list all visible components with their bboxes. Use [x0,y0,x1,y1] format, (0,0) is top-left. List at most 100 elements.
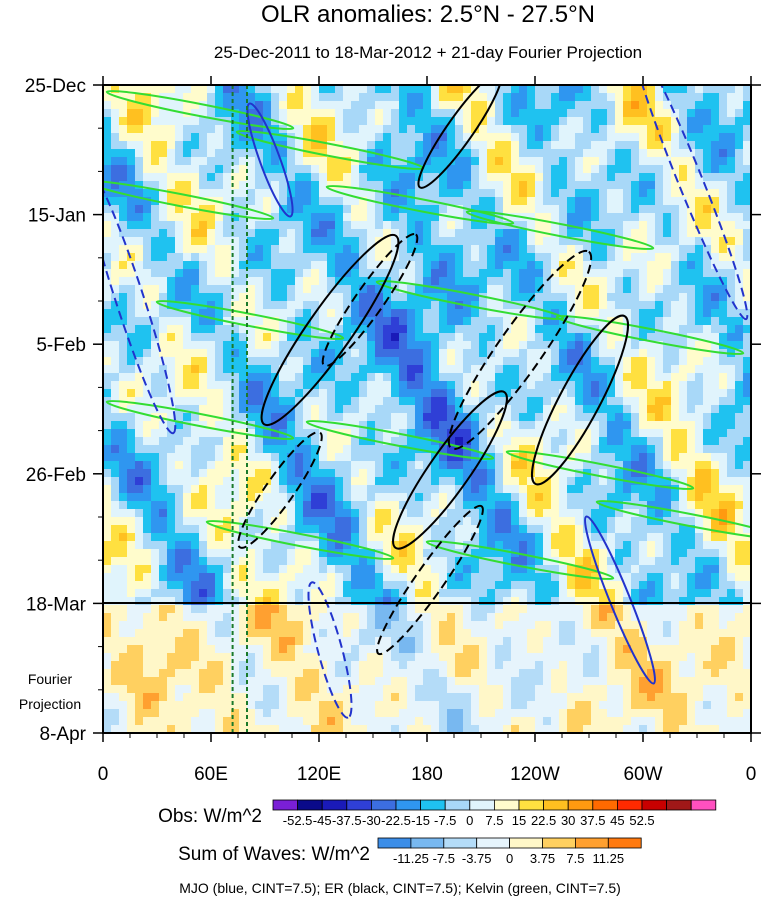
heatmap-cell [415,557,424,566]
heatmap-cell [423,541,432,550]
heatmap-cell [567,109,576,118]
heatmap-cell [687,293,696,302]
heatmap-cell [423,317,432,326]
heatmap-cell [695,325,704,334]
heatmap-cell [375,221,384,230]
heatmap-cell [695,469,704,478]
heatmap-cell [135,309,144,318]
heatmap-cell [559,341,568,350]
heatmap-cell [703,189,712,198]
heatmap-cell [175,125,184,134]
heatmap-cell [439,229,448,238]
heatmap-cell [623,197,632,206]
heatmap-cell [415,453,424,462]
heatmap-cell [543,533,552,542]
heatmap-cell [383,453,392,462]
heatmap-cell [703,229,712,238]
heatmap-cell [231,301,240,310]
heatmap-cell [103,453,112,462]
heatmap-cell [271,517,280,526]
heatmap-cell [527,509,536,518]
heatmap-cell [343,293,352,302]
heatmap-cell [703,165,712,174]
heatmap-cell [295,357,304,366]
heatmap-cell [343,445,352,454]
heatmap-cell [415,213,424,222]
heatmap-cell [583,525,592,534]
heatmap-cell [215,141,224,150]
heatmap-cell [655,229,664,238]
heatmap-cell [399,437,408,446]
heatmap-cell [655,469,664,478]
heatmap-cell [639,389,648,398]
heatmap-cell [447,189,456,198]
heatmap-cell [263,205,272,214]
heatmap-cell [527,213,536,222]
heatmap-cell [103,557,112,566]
heatmap-cell [303,189,312,198]
heatmap-cell [215,205,224,214]
heatmap-cell [375,189,384,198]
heatmap-cell [199,541,208,550]
heatmap-cell [407,557,416,566]
heatmap-cell [247,509,256,518]
heatmap-cell [335,517,344,526]
heatmap-cell [127,269,136,278]
heatmap-cell [439,197,448,206]
heatmap-cell [183,261,192,270]
heatmap-cell [159,285,168,294]
heatmap-cell [495,277,504,286]
heatmap-cell [311,101,320,110]
heatmap-cell [535,205,544,214]
heatmap-cell [479,485,488,494]
heatmap-cell [671,229,680,238]
heatmap-cell [447,517,456,526]
heatmap-cell [335,349,344,358]
heatmap-cell [127,189,136,198]
heatmap-cell [431,133,440,142]
heatmap-cell [575,565,584,574]
heatmap-cell [271,173,280,182]
heatmap-cell [695,173,704,182]
heatmap-cell [671,541,680,550]
heatmap-cell [735,549,744,558]
heatmap-cell [287,509,296,518]
heatmap-cell [471,389,480,398]
heatmap-cell [575,445,584,454]
heatmap-cell [127,229,136,238]
heatmap-cell [591,405,600,414]
heatmap-cell [671,349,680,358]
heatmap-cell [567,397,576,406]
heatmap-cell [735,165,744,174]
heatmap-cell [383,221,392,230]
heatmap-cell [327,437,336,446]
heatmap-cell [575,189,584,198]
heatmap-cell [247,189,256,198]
heatmap-cell [735,541,744,550]
heatmap-cell [559,493,568,502]
heatmap-cell [215,317,224,326]
heatmap-cell [103,309,112,318]
heatmap-cell [223,221,232,230]
heatmap-cell [143,413,152,422]
heatmap-cell [199,437,208,446]
heatmap-cell [663,453,672,462]
heatmap-cell [151,405,160,414]
heatmap-cell [191,165,200,174]
heatmap-cell [447,461,456,470]
heatmap-cell [399,349,408,358]
heatmap-cell [615,565,624,574]
heatmap-cell [591,173,600,182]
heatmap-cell [607,469,616,478]
heatmap-cell [367,285,376,294]
heatmap-cell [343,573,352,582]
heatmap-cell [535,469,544,478]
heatmap-cell [615,261,624,270]
heatmap-cell [575,349,584,358]
heatmap-cell [255,461,264,470]
heatmap-cell [431,221,440,230]
heatmap-cell [231,421,240,430]
heatmap-cell [647,285,656,294]
heatmap-cell [383,389,392,398]
heatmap-cell [743,525,751,534]
